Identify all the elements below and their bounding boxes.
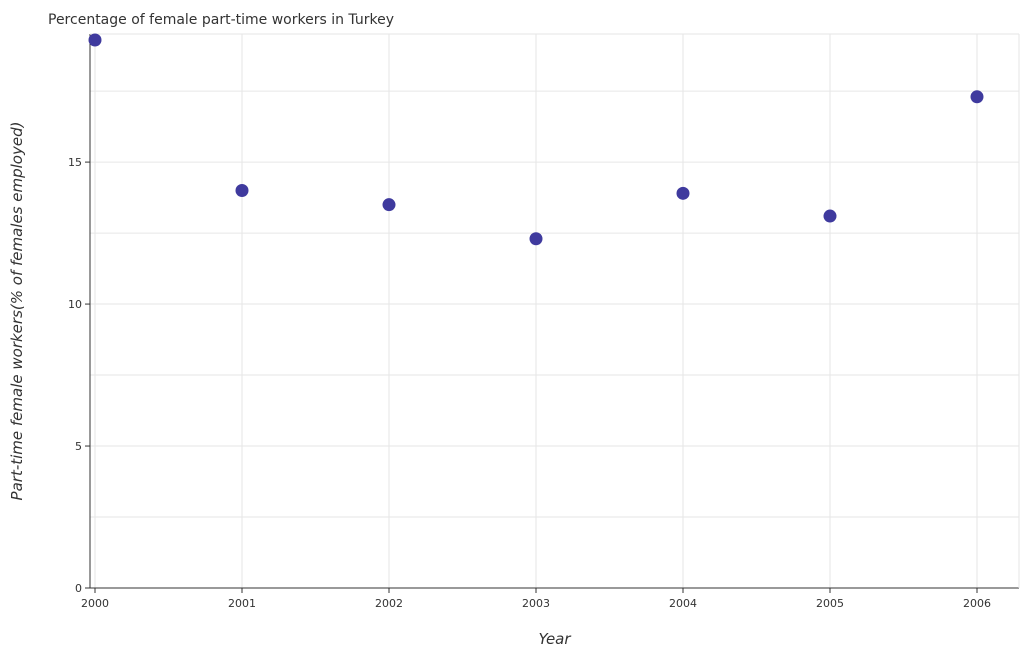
y-axis-label: Part-time female workers(% of females em… bbox=[8, 122, 26, 501]
data-point bbox=[382, 198, 396, 212]
x-tick-label: 2000 bbox=[81, 597, 109, 610]
x-tick-label: 2005 bbox=[816, 597, 844, 610]
y-tick-label: 15 bbox=[68, 156, 82, 169]
grid bbox=[90, 34, 1019, 589]
chart-title: Percentage of female part-time workers i… bbox=[48, 12, 394, 28]
axes bbox=[85, 33, 1020, 593]
data-point bbox=[88, 33, 102, 47]
data-point bbox=[529, 232, 543, 246]
tick-labels: 0 5 10 15 2000 2001 2002 2003 2004 2005 2006 bbox=[68, 156, 991, 610]
data-point bbox=[970, 90, 984, 104]
x-axis-label: Year bbox=[538, 630, 571, 648]
x-tick-label: 2003 bbox=[522, 597, 550, 610]
y-tick-label: 10 bbox=[68, 298, 82, 311]
data-point bbox=[676, 186, 690, 200]
data-point bbox=[235, 183, 249, 197]
x-tick-label: 2006 bbox=[963, 597, 991, 610]
x-tick-label: 2004 bbox=[669, 597, 697, 610]
y-tick-label: 5 bbox=[75, 440, 82, 453]
x-tick-label: 2001 bbox=[228, 597, 256, 610]
x-tick-label: 2002 bbox=[375, 597, 403, 610]
y-tick-label: 0 bbox=[75, 582, 82, 595]
data-point bbox=[823, 209, 837, 223]
data-points bbox=[88, 33, 984, 246]
